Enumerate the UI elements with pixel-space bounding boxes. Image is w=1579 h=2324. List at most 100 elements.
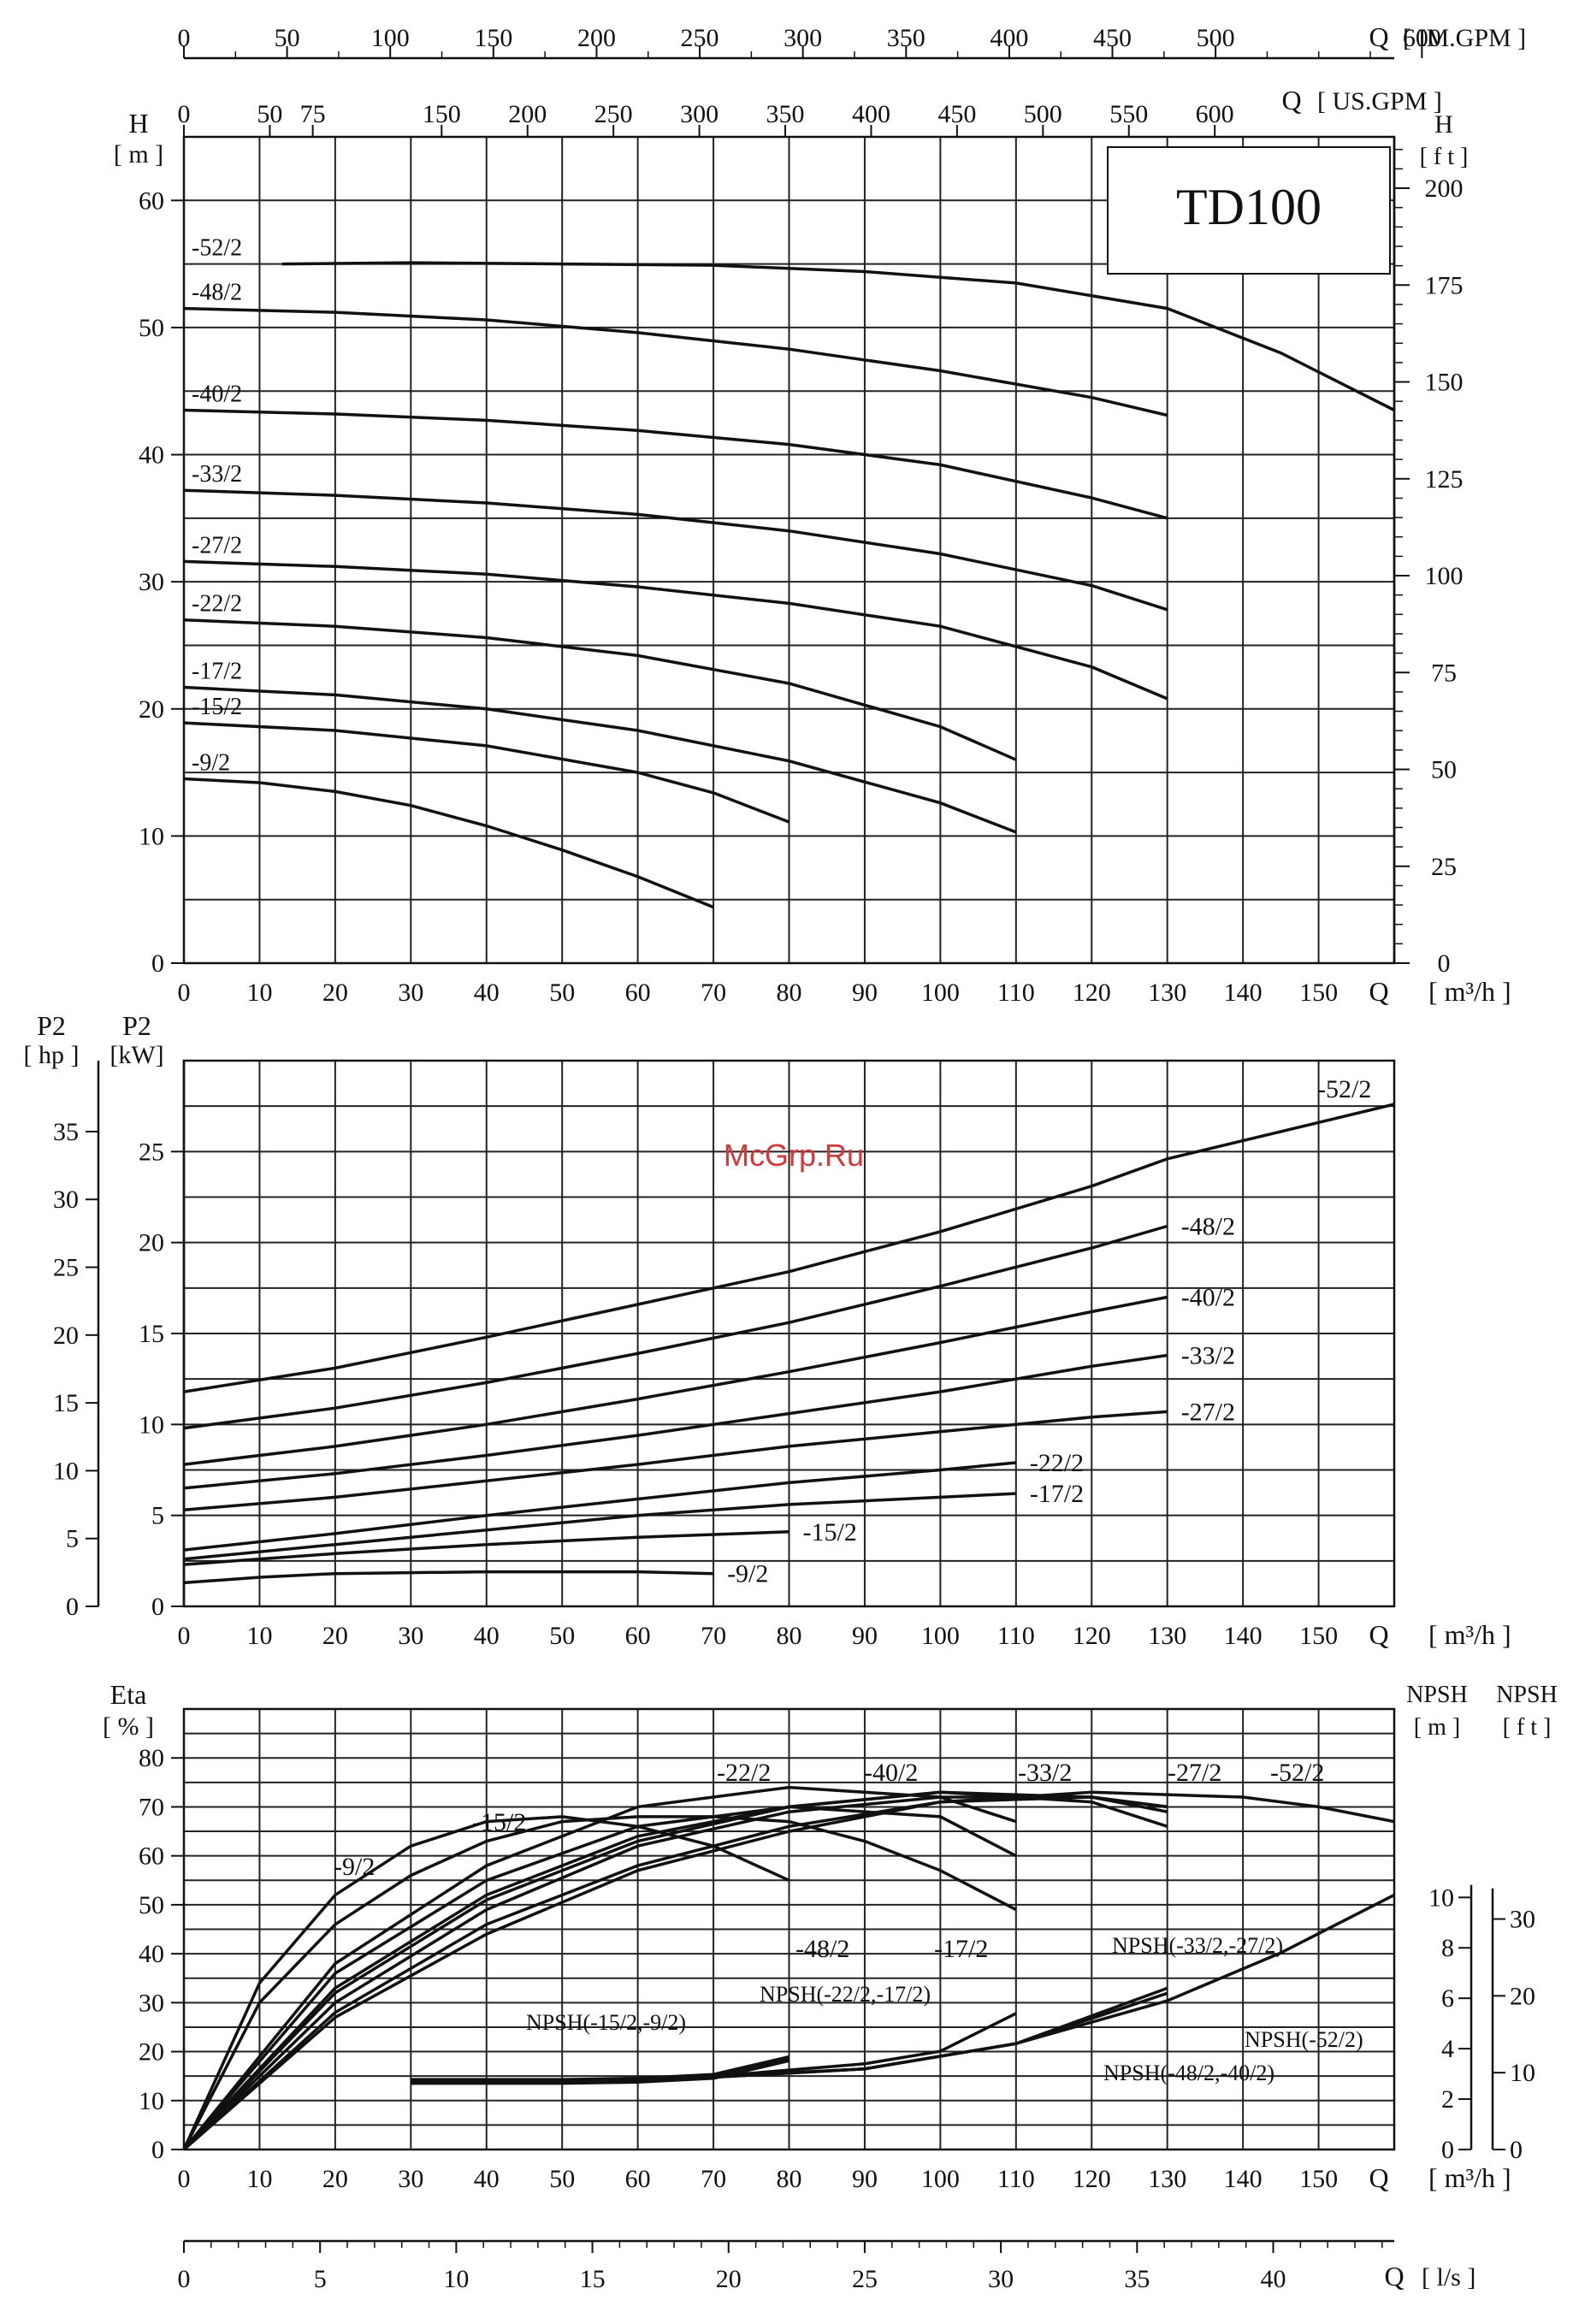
ls-tick-label: 5 xyxy=(314,2265,327,2293)
y-right-tick-label: 175 xyxy=(1425,271,1464,299)
x-tick-label: 20 xyxy=(322,1622,348,1650)
eta-tick-label: 0 xyxy=(151,2136,164,2164)
x-tick-label: 10 xyxy=(246,979,272,1007)
eta-axis-label: Eta xyxy=(110,1679,147,1710)
hp-tick-label: 10 xyxy=(53,1457,79,1485)
y-tick-label: 10 xyxy=(139,822,164,850)
eta-tick-label: 70 xyxy=(139,1793,164,1821)
top-tick-label: 250 xyxy=(681,24,719,52)
ls-tick-label: 30 xyxy=(988,2265,1014,2293)
x-tick-label: 150 xyxy=(1299,1622,1338,1650)
top-tick-label: 0 xyxy=(178,24,191,52)
kw-tick-label: 10 xyxy=(139,1410,164,1439)
grid-efficiency-npsh xyxy=(183,1708,1395,2150)
y-right-tick-label: 25 xyxy=(1431,853,1457,881)
series-label: -48/2 xyxy=(192,280,242,306)
eta-tick-label: 50 xyxy=(139,1891,164,1919)
hp-tick-label: 20 xyxy=(53,1322,79,1350)
top-tick-label: 100 xyxy=(371,24,410,52)
series-label: -52/2 xyxy=(192,235,242,262)
npsh-m-tick-label: 10 xyxy=(1428,1883,1454,1912)
eta-tick-label: 30 xyxy=(139,1989,164,2017)
kw-tick-label: 0 xyxy=(151,1593,164,1621)
ls-tick-label: 40 xyxy=(1261,2265,1286,2293)
x-tick-label: 60 xyxy=(625,979,651,1007)
top2-tick-label: 0 xyxy=(178,100,191,128)
y-right-tick-label: 150 xyxy=(1425,369,1464,397)
top-tick-label: 600 xyxy=(1403,24,1441,52)
y-tick-label: 50 xyxy=(139,314,164,342)
x-tick-label: 140 xyxy=(1224,1622,1263,1650)
kw-tick-label: 25 xyxy=(139,1138,164,1166)
x-tick-label: 60 xyxy=(625,2165,651,2193)
top-axis-letter: Q xyxy=(1369,21,1388,52)
plot-frame-efficiency-npsh xyxy=(182,1707,1396,2151)
x-axis-letter: Q xyxy=(1369,2162,1388,2193)
npsh-ft-tick-label: 30 xyxy=(1510,1906,1535,1934)
series-label: -22/2 xyxy=(717,1759,771,1787)
top2-tick-label: 200 xyxy=(508,100,547,128)
watermark: McGrp.Ru xyxy=(724,1138,864,1173)
kw-axis-label: P2 xyxy=(122,1010,151,1041)
x-tick-label: 120 xyxy=(1073,1622,1111,1650)
y-tick-label: 40 xyxy=(139,441,164,470)
y-right-tick-label: 50 xyxy=(1431,756,1457,784)
series-label: -33/2 xyxy=(192,461,242,488)
npsh-ft-axis-label: NPSH xyxy=(1496,1682,1558,1708)
eta-curve xyxy=(182,1790,1168,2151)
eta-tick-label: 80 xyxy=(139,1744,164,1772)
top2-tick-label: 400 xyxy=(852,100,890,128)
y-right-tick-label: 0 xyxy=(1438,949,1451,978)
top2-tick-label: 600 xyxy=(1196,100,1234,128)
power-curve xyxy=(183,1492,1016,1561)
power-curve xyxy=(183,1295,1168,1466)
hp-axis-unit: [ hp ] xyxy=(24,1041,80,1069)
x-axis-letter: Q xyxy=(1369,976,1388,1007)
hp-tick-label: 15 xyxy=(53,1389,79,1417)
npsh-m-axis-label: NPSH xyxy=(1406,1682,1468,1708)
x-tick-label: 100 xyxy=(921,979,960,1007)
x-tick-label: 110 xyxy=(997,979,1035,1007)
npsh-ft-tick-label: 10 xyxy=(1510,2059,1535,2087)
series-label: -52/2 xyxy=(1317,1075,1371,1103)
hp-tick-label: 0 xyxy=(66,1593,79,1621)
top2-tick-label: 350 xyxy=(766,100,805,128)
npsh-m-axis-unit: [ m ] xyxy=(1414,1714,1460,1741)
x-tick-label: 30 xyxy=(398,1622,423,1650)
ls-tick-label: 15 xyxy=(580,2265,606,2293)
eta-tick-label: 10 xyxy=(139,2087,164,2115)
npsh-m-tick-label: 0 xyxy=(1441,2136,1454,2164)
ls-tick-label: 35 xyxy=(1124,2265,1150,2293)
power-curve xyxy=(183,1224,1168,1430)
head-curve xyxy=(183,488,1168,612)
y-tick-label: 20 xyxy=(139,695,164,724)
series-label: NPSH(-52/2) xyxy=(1245,2027,1363,2052)
hp-tick-label: 35 xyxy=(53,1118,79,1146)
ls-tick-label: 10 xyxy=(443,2265,469,2293)
series-label: -52/2 xyxy=(1270,1759,1324,1787)
ls-tick-label: 25 xyxy=(852,2265,878,2293)
x-tick-label: 150 xyxy=(1299,2165,1338,2193)
series-label: -33/2 xyxy=(1181,1342,1235,1370)
top2-tick-label: 150 xyxy=(423,100,461,128)
top2-tick-label: 300 xyxy=(680,100,719,128)
y-axis-unit: [ m ] xyxy=(114,140,163,169)
performance-curves xyxy=(182,261,1395,2151)
kw-tick-label: 20 xyxy=(139,1229,164,1257)
eta-curve xyxy=(182,1790,1395,2151)
npsh-m-tick-label: 6 xyxy=(1441,1984,1454,2013)
hp-tick-label: 30 xyxy=(53,1186,79,1214)
x-tick-label: 70 xyxy=(701,1622,726,1650)
x-tick-label: 100 xyxy=(921,2165,960,2193)
x-tick-label: 40 xyxy=(474,979,500,1007)
power-curve xyxy=(183,1570,714,1585)
series-label: -33/2 xyxy=(1018,1759,1072,1787)
axes xyxy=(86,46,1505,2253)
hp-axis-label: P2 xyxy=(37,1010,66,1041)
power-curve xyxy=(183,1353,1168,1490)
ls-axis-letter: Q xyxy=(1384,2261,1404,2291)
y-right-tick-label: 200 xyxy=(1425,174,1464,203)
head-curve xyxy=(183,777,714,909)
power-curve xyxy=(183,1410,1168,1512)
